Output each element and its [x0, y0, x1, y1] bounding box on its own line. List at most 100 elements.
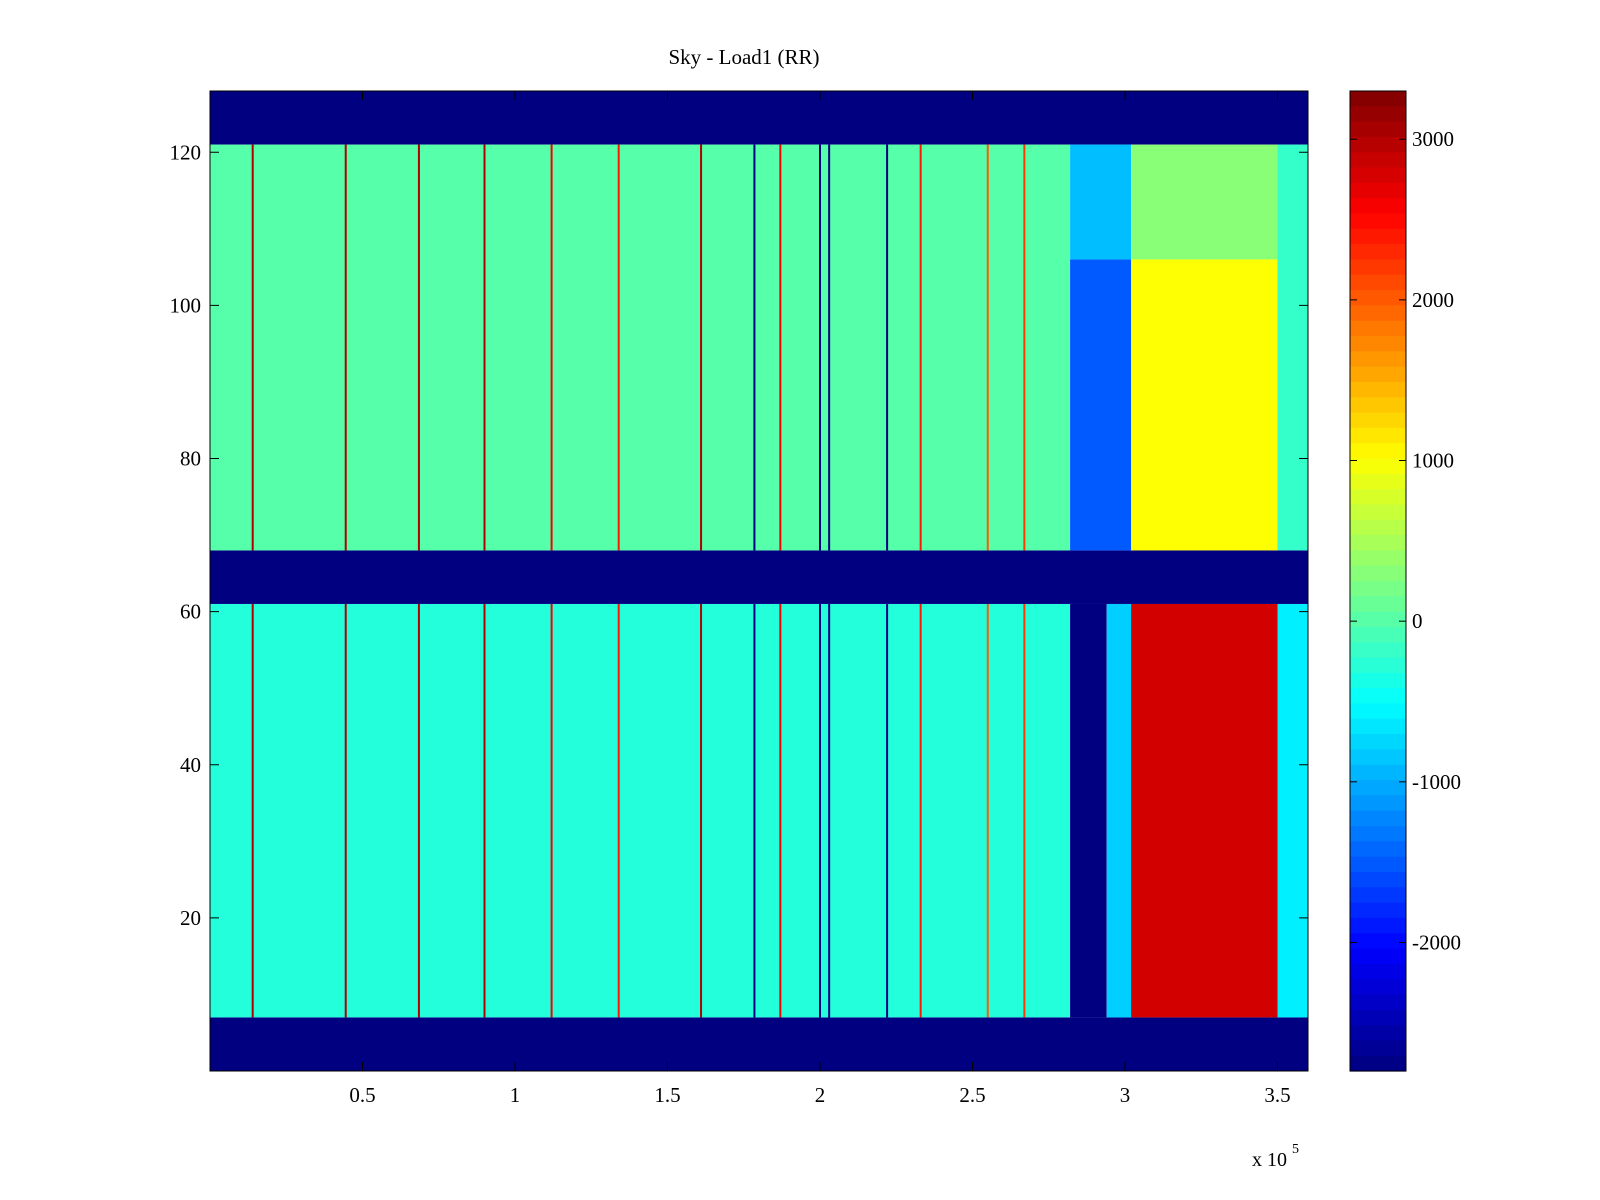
heatmap-streak-12-band-1: [886, 603, 889, 1018]
colorbar-segment: [1350, 458, 1406, 475]
colorbar-segment: [1350, 1040, 1406, 1057]
heatmap-region-4: [210, 603, 1071, 1018]
colorbar-segment: [1350, 810, 1406, 827]
colorbar-segment: [1350, 703, 1406, 720]
colorbar-tick-label: 2000: [1412, 288, 1454, 312]
heatmap-region-6: [1070, 603, 1107, 1018]
colorbar-tick-label: -2000: [1412, 930, 1461, 954]
y-tick-label: 120: [170, 140, 202, 164]
colorbar-segment: [1350, 136, 1406, 153]
x-multiplier-exponent: 5: [1292, 1142, 1299, 1157]
heatmap-streak-2-band-2: [344, 144, 347, 551]
colorbar-segment: [1350, 626, 1406, 643]
x-tick-label: 1.5: [654, 1083, 680, 1107]
heatmap-streak-15-band-1: [1023, 603, 1026, 1018]
heatmap-streak-1-band-2: [251, 144, 254, 551]
heatmap-streak-3-band-2: [417, 144, 420, 551]
colorbar-segment: [1350, 596, 1406, 613]
heatmap-streak-6-band-1: [617, 603, 620, 1018]
colorbar-segment: [1350, 994, 1406, 1011]
heatmap-streak-5-band-2: [550, 144, 553, 551]
y-axis: 20 40 60 80 100 120: [170, 140, 1308, 930]
colorbar-tick-label: 0: [1412, 609, 1423, 633]
colorbar-segment: [1350, 244, 1406, 261]
y-tick-label: 40: [180, 753, 201, 777]
x-axis: 0.5 1 1.5 2 2.5 3 3.5: [349, 91, 1291, 1107]
chart-title: Sky - Load1 (RR): [668, 45, 819, 69]
colorbar-segment: [1350, 826, 1406, 842]
colorbar-segment: [1350, 856, 1406, 873]
heatmap-region-7: [1106, 603, 1132, 1018]
colorbar-segment: [1350, 351, 1406, 368]
heatmap-region-13: [1277, 603, 1308, 1018]
heatmap-region-1: [210, 1017, 1308, 1071]
colorbar-segment: [1350, 152, 1406, 169]
heatmap-streak-15-band-2: [1023, 144, 1026, 551]
colorbar-segment: [1350, 473, 1406, 490]
heatmap-streak-5-band-1: [550, 603, 553, 1018]
colorbar-segment: [1350, 381, 1406, 398]
colorbar-segment: [1350, 1009, 1406, 1026]
x-tick-label: 1: [510, 1083, 521, 1107]
x-axis-multiplier: x 10 5: [1252, 1142, 1299, 1171]
x-tick-label: 2: [815, 1083, 826, 1107]
x-tick-label: 2.5: [959, 1083, 985, 1107]
colorbar-segment: [1350, 519, 1406, 536]
colorbar-segment: [1350, 320, 1406, 337]
heatmap-region-3: [210, 91, 1308, 145]
y-tick-label: 80: [180, 447, 201, 471]
heatmap-streak-2-band-1: [344, 603, 347, 1018]
colorbar-tick-label: 1000: [1412, 449, 1454, 473]
x-multiplier-base: x 10: [1252, 1149, 1287, 1171]
colorbar-segment: [1350, 565, 1406, 582]
heatmap-region-12: [1131, 144, 1278, 260]
colorbar-segment: [1350, 963, 1406, 980]
x-tick-label: 0.5: [349, 1083, 375, 1107]
heatmap-streak-1-band-1: [251, 603, 254, 1018]
heatmap-streak-9-band-2: [779, 144, 782, 551]
heatmap-streak-6-band-2: [617, 144, 620, 551]
heatmap-streak-10-band-2: [819, 144, 821, 551]
colorbar-segment: [1350, 933, 1406, 950]
colorbar-segment: [1350, 581, 1406, 597]
colorbar-segment: [1350, 443, 1406, 460]
colorbar-frame: [1349, 90, 1407, 1072]
heatmap-streak-4-band-1: [483, 603, 486, 1018]
colorbar-segment: [1350, 795, 1406, 812]
colorbar-segment: [1350, 198, 1406, 215]
colorbar-segment: [1350, 550, 1406, 567]
colorbar-segment: [1350, 121, 1406, 138]
colorbar-segment: [1350, 657, 1406, 674]
y-tick-label: 100: [170, 293, 202, 317]
colorbar-segment: [1350, 427, 1406, 444]
colorbar-segment: [1350, 489, 1406, 506]
heatmap-region-10: [1131, 603, 1278, 1018]
colorbar-tick-label: 3000: [1412, 127, 1454, 151]
heatmap-region-2: [210, 550, 1308, 604]
colorbar-segment: [1350, 871, 1406, 888]
heatmap-region-8: [1070, 259, 1132, 551]
colorbar-tick-label: -1000: [1412, 770, 1461, 794]
heatmap-region-11: [1131, 259, 1278, 551]
heatmap-streak-14-band-2: [986, 144, 989, 551]
colorbar-segment: [1350, 91, 1406, 107]
colorbar-segment: [1350, 979, 1406, 996]
colorbar-segment: [1350, 167, 1406, 184]
y-tick-label: 20: [180, 906, 201, 930]
heatmap-streak-8-band-1: [753, 603, 756, 1018]
heatmap-streak-11-band-2: [828, 144, 831, 551]
colorbar-segment: [1350, 228, 1406, 245]
heatmap-streak-3-band-1: [417, 603, 420, 1018]
colorbar-segment: [1350, 917, 1406, 934]
colorbar-segment: [1350, 535, 1406, 551]
y-tick-label: 60: [180, 600, 201, 624]
colorbar-segment: [1350, 106, 1406, 123]
colorbar-segment: [1350, 412, 1406, 429]
colorbar-segment: [1350, 672, 1406, 689]
colorbar-segment: [1350, 290, 1406, 306]
heatmap-region-5: [210, 144, 1071, 551]
colorbar-segment: [1350, 1055, 1406, 1072]
heatmap-streak-7-band-1: [700, 603, 703, 1018]
